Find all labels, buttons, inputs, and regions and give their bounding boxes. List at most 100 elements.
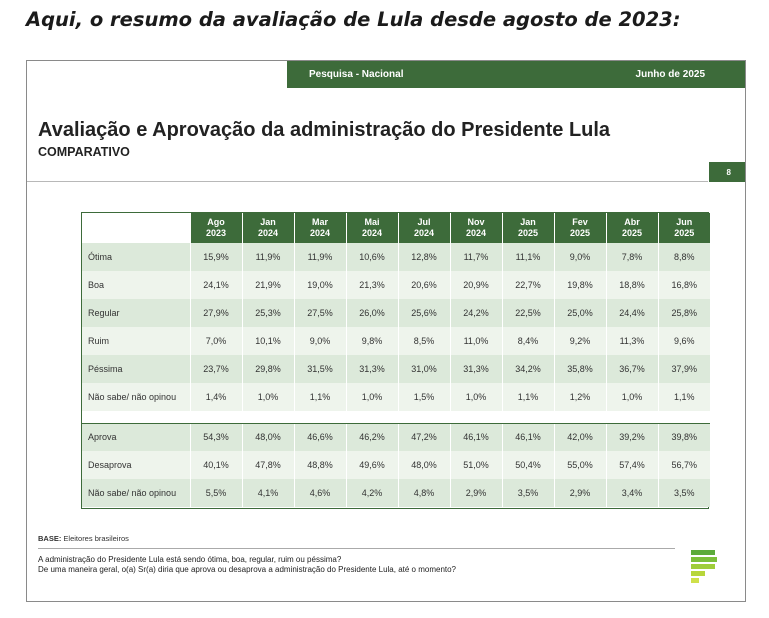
table-cell: 11,3%: [606, 327, 659, 355]
table-cell: 9,2%: [554, 327, 607, 355]
table-cell: 31,0%: [398, 355, 451, 383]
separator-cell: [398, 411, 450, 424]
table-cell: 16,8%: [658, 271, 710, 299]
table-cell: 46,6%: [294, 423, 347, 451]
row-label: Não sabe/ não opinou: [82, 383, 191, 411]
table-cell: 10,6%: [346, 243, 399, 271]
table-cell: 1,1%: [658, 383, 710, 411]
survey-questions: A administração do Presidente Lula está …: [38, 555, 456, 575]
separator-cell: [82, 411, 190, 424]
table-cell: 21,9%: [242, 271, 295, 299]
comparison-table: Ago 2023 Jan 2024 Mar 2024 Mai 2024 Jul 2024 …: [82, 213, 710, 507]
table-cell: 7,8%: [606, 243, 659, 271]
table-cell: 27,5%: [294, 299, 347, 327]
table-cell: 3,5%: [658, 479, 710, 507]
column-header: Nov 2024: [450, 213, 503, 243]
table-cell: 47,2%: [398, 423, 451, 451]
row-label: Ótima: [82, 243, 191, 271]
table-cell: 1,1%: [502, 383, 555, 411]
table-cell: 34,2%: [502, 355, 555, 383]
table-cell: 19,0%: [294, 271, 347, 299]
table-row: Ruim 7,0% 10,1% 9,0% 9,8% 8,5% 11,0% 8,4% 9,2% 11…: [82, 327, 710, 355]
table-cell: 24,1%: [190, 271, 243, 299]
table-row: Aprova 54,3% 48,0% 46,6% 46,2% 47,2% 46,1% 46,1…: [82, 423, 710, 451]
table-cell: 25,3%: [242, 299, 295, 327]
table-cell: 46,1%: [450, 423, 503, 451]
table-cell: 31,3%: [346, 355, 399, 383]
table-cell: 11,1%: [502, 243, 555, 271]
separator-cell: [658, 411, 710, 424]
question-divider: [38, 548, 675, 549]
table-cell: 51,0%: [450, 451, 503, 479]
table-cell: 8,8%: [658, 243, 710, 271]
column-header: Jun 2025: [658, 213, 710, 243]
slide-header-bar: Pesquisa - Nacional Junho de 2025: [287, 61, 745, 88]
table-row: Péssima 23,7% 29,8% 31,5% 31,3% 31,0% 31,3% 34,…: [82, 355, 710, 383]
table-cell: 25,6%: [398, 299, 451, 327]
table-cell: 5,5%: [190, 479, 243, 507]
table-cell: 40,1%: [190, 451, 243, 479]
table-cell: 3,4%: [606, 479, 659, 507]
table-cell: 49,6%: [346, 451, 399, 479]
table-cell: 9,0%: [554, 243, 607, 271]
survey-date: Junho de 2025: [635, 69, 705, 80]
table-cell: 56,7%: [658, 451, 710, 479]
page-heading: Aqui, o resumo da avaliação de Lula desd…: [26, 8, 681, 31]
table-cell: 9,6%: [658, 327, 710, 355]
table-cell: 48,0%: [398, 451, 451, 479]
table-cell: 48,8%: [294, 451, 347, 479]
table-cell: 39,8%: [658, 423, 710, 451]
table-cell: 46,1%: [502, 423, 555, 451]
table-cell: 24,2%: [450, 299, 503, 327]
table-cell: 31,3%: [450, 355, 503, 383]
row-label: Ruim: [82, 327, 191, 355]
separator-cell: [346, 411, 398, 424]
table-cell: 47,8%: [242, 451, 295, 479]
table-cell: 29,8%: [242, 355, 295, 383]
table-cell: 23,7%: [190, 355, 243, 383]
separator-cell: [294, 411, 346, 424]
question-approval: De uma maneira geral, o(a) Sr(a) diria q…: [38, 565, 457, 574]
table-cell: 55,0%: [554, 451, 607, 479]
table-cell: 35,8%: [554, 355, 607, 383]
base-note: BASE: Eleitores brasileiros: [38, 534, 129, 543]
table-cell: 1,0%: [346, 383, 399, 411]
table-row: Ótima 15,9% 11,9% 11,9% 10,6% 12,8% 11,7% 11,1%…: [82, 243, 710, 271]
table-row: Desaprova 40,1% 47,8% 48,8% 49,6% 48,0% 51,0% 5…: [82, 451, 710, 479]
column-header: Fev 2025: [554, 213, 607, 243]
table-cell: 42,0%: [554, 423, 607, 451]
question-evaluation: A administração do Presidente Lula está …: [38, 555, 342, 564]
table-cell: 25,8%: [658, 299, 710, 327]
table-cell: 57,4%: [606, 451, 659, 479]
table-cell: 1,5%: [398, 383, 451, 411]
table-cell: 50,4%: [502, 451, 555, 479]
column-header: Mar 2024: [294, 213, 347, 243]
table-cell: 7,0%: [190, 327, 243, 355]
slide-subtitle: COMPARATIVO: [38, 145, 130, 159]
separator-cell: [606, 411, 658, 424]
table-cell: 19,8%: [554, 271, 607, 299]
table-cell: 1,0%: [606, 383, 659, 411]
quaest-logo-icon: [691, 550, 717, 583]
table-cell: 11,9%: [242, 243, 295, 271]
survey-label: Pesquisa - Nacional: [309, 69, 404, 80]
table-cell: 18,8%: [606, 271, 659, 299]
column-header: Jul 2024: [398, 213, 451, 243]
comparison-table-container: Ago 2023 Jan 2024 Mar 2024 Mai 2024 Jul 2024 …: [81, 212, 710, 509]
column-header: Ago 2023: [190, 213, 243, 243]
table-cell: 54,3%: [190, 423, 243, 451]
table-cell: 26,0%: [346, 299, 399, 327]
title-divider: [27, 181, 708, 182]
table-cell: 31,5%: [294, 355, 347, 383]
table-cell: 39,2%: [606, 423, 659, 451]
table-cell: 1,1%: [294, 383, 347, 411]
separator-cell: [554, 411, 606, 424]
table-cell: 11,9%: [294, 243, 347, 271]
row-label: Péssima: [82, 355, 191, 383]
table-cell: 37,9%: [658, 355, 710, 383]
table-cell: 1,0%: [450, 383, 503, 411]
row-label: Boa: [82, 271, 191, 299]
table-cell: 1,4%: [190, 383, 243, 411]
table-cell: 22,5%: [502, 299, 555, 327]
table-cell: 11,0%: [450, 327, 503, 355]
